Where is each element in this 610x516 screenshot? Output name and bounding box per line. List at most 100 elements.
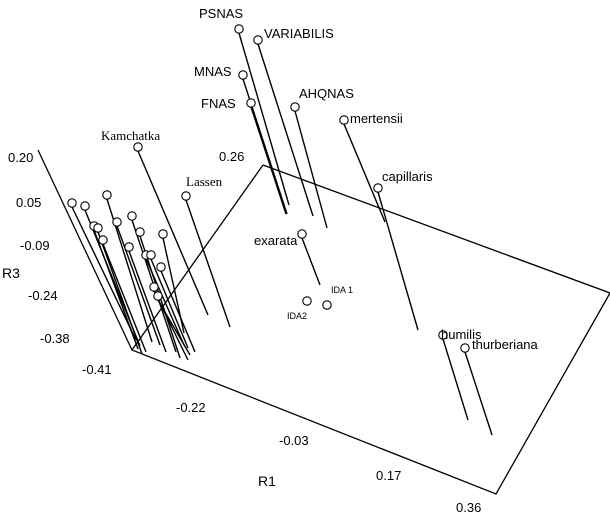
data-point: thurberiana [460,337,539,436]
data-point-unlabeled [156,262,196,353]
point-marker [339,115,349,125]
r3-tick-label: -0.09 [20,238,50,253]
point-label: IDA2 [287,311,307,321]
data-point: exarata [254,229,321,286]
drop-line [301,237,321,286]
point-marker [146,250,156,260]
drop-line [343,123,386,223]
point-marker [149,282,159,292]
plot-frame [37,149,610,495]
r3-ticks: 0.20 0.05 -0.09 -0.24 -0.38 [8,150,70,346]
r1-tick-label: -0.22 [176,400,206,415]
data-points: PSNAS VARIABILIS MNAS FNAS AHQNAS mertensii ca… [67,6,539,436]
data-point: humilis [438,327,482,421]
drop-line [145,258,185,346]
point-label: Lassen [186,174,223,189]
point-marker [135,227,145,237]
drop-line [102,243,147,353]
data-point: FNAS [201,96,287,215]
point-marker [80,201,90,211]
r1-axis-label: R1 [258,473,276,489]
r3-tick-label: 0.05 [16,195,41,210]
drop-line [294,110,328,229]
point-label: PSNAS [199,6,243,21]
drop-line [160,270,196,353]
drop-line [71,206,137,341]
point-label: thurberiana [472,337,539,352]
data-point: capillaris [373,169,433,331]
point-label: IDA 1 [331,285,353,295]
point-marker [156,262,166,272]
r3-tick-label: 0.20 [8,150,33,165]
point-marker [153,291,163,301]
point-label: VARIABILIS [264,26,334,41]
r3-axis-label: R3 [2,265,20,281]
point-label: Kamchatka [101,128,160,143]
point-marker [373,183,383,193]
point-marker [238,70,248,80]
r1-tick-label: -0.03 [279,433,309,448]
drop-line [442,338,469,421]
drop-line [97,231,143,355]
drop-line [257,43,314,217]
point-label: MNAS [194,64,232,79]
drop-line [137,150,209,316]
data-point: mertensii [339,111,403,223]
point-marker [246,98,256,108]
point-label: AHQNAS [299,86,354,101]
point-label: mertensii [350,111,403,126]
r1-tick-label: -0.41 [82,362,112,377]
point-marker [158,229,168,239]
point-marker [93,223,103,233]
point-marker [297,229,307,239]
data-point-unlabeled [127,211,177,353]
data-point-unlabeled [124,242,167,353]
r3-tick-label: -0.24 [28,288,58,303]
drop-line [238,32,290,206]
r2-tick-label: 0.26 [219,149,244,164]
r3-axis-line [37,149,133,351]
point-label: humilis [441,327,482,342]
drop-line [116,225,161,346]
data-point-unlabeled [146,250,189,349]
point-marker [438,330,448,340]
drop-line [250,106,287,215]
point-label: FNAS [201,96,236,111]
data-point-unlabeled [112,217,161,346]
r1-tick-label: 0.17 [376,468,401,483]
data-point: AHQNAS [290,86,354,229]
drop-line [93,229,139,350]
point-marker [253,35,263,45]
point-marker [290,102,300,112]
r1-ticks: -0.41 -0.22 -0.03 0.17 0.36 [82,362,481,515]
drop-line [128,250,167,353]
data-point: IDA 1 [322,285,353,310]
point-marker [127,211,137,221]
data-point-unlabeled [153,291,191,356]
drop-line [464,351,493,436]
point-marker [98,235,108,245]
drop-line [157,299,191,356]
drop-line [150,258,189,349]
data-point-unlabeled [93,223,143,355]
point-marker [102,190,112,200]
point-marker [234,24,244,34]
point-marker [302,296,312,306]
data-point: IDA2 [287,296,312,321]
point-marker [112,217,122,227]
r3-tick-label: -0.38 [40,331,70,346]
r1-tick-label: 0.36 [456,500,481,515]
point-marker [181,191,191,201]
drop-line [377,191,419,331]
data-point: VARIABILIS [253,26,334,217]
point-label: exarata [254,233,298,248]
data-point: Lassen [181,174,231,328]
point-label: capillaris [382,169,433,184]
point-marker [322,300,332,310]
data-point-unlabeled [67,198,137,341]
frame-back [130,164,610,495]
data-point: MNAS [194,64,288,215]
data-point-unlabeled [98,235,147,353]
point-marker [67,198,77,208]
